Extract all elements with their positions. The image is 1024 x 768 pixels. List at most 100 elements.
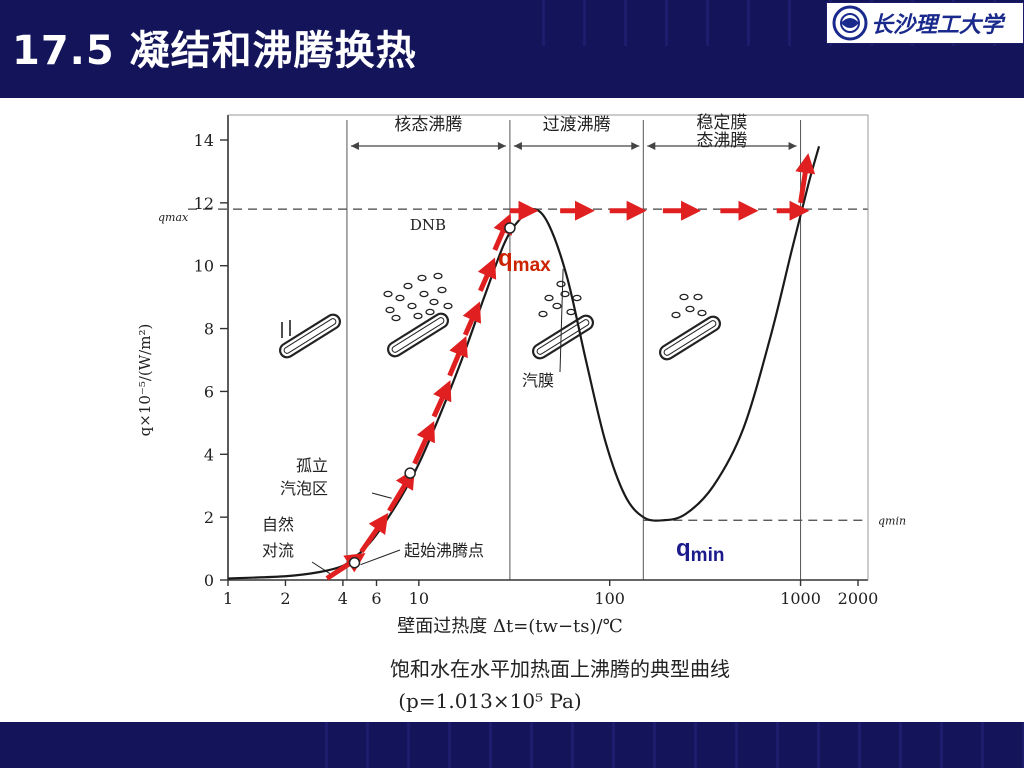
y-axis-label: q×10⁻⁵/(W/m²) <box>136 324 154 437</box>
axes-layer <box>227 114 869 581</box>
bubble <box>552 302 562 310</box>
bubble <box>544 294 554 302</box>
bottom-bar-solid <box>0 722 300 768</box>
red-arrow-segment <box>795 153 816 204</box>
x-tick-label: 1000 <box>780 589 821 608</box>
chart-caption: 饱和水在水平加热面上沸腾的典型曲线 <box>390 657 730 681</box>
natural-convection-label-2: 对流 <box>262 541 294 560</box>
bubble <box>572 294 582 302</box>
bubble <box>437 286 447 294</box>
vapor-film-label: 汽膜 <box>522 371 554 390</box>
x-tick-label: 4 <box>338 589 348 608</box>
red-arrow-segment <box>431 380 452 418</box>
y-tick-label: 0 <box>204 571 214 590</box>
red-arrow-path <box>325 153 816 581</box>
bubble <box>403 282 413 290</box>
y-tick-label: 4 <box>204 445 214 464</box>
y-tick-label: 8 <box>204 320 214 339</box>
q-max-axis-label: qmax <box>158 211 189 224</box>
bubble <box>395 294 405 302</box>
x-tick-label: 2000 <box>838 589 879 608</box>
red-arrow-segment <box>477 257 497 292</box>
y-tick-label: 12 <box>194 194 214 213</box>
x-tick-label: 2 <box>280 589 290 608</box>
red-qmax-label: qmax <box>498 245 551 276</box>
bottom-bar <box>0 722 1024 768</box>
y-tick-label: 10 <box>194 257 214 276</box>
y-tick-label: 6 <box>204 382 214 401</box>
bubble <box>560 290 570 298</box>
region-label-film-line1: 稳定膜 <box>696 113 747 133</box>
vapor-film-pointer <box>559 268 564 373</box>
y-tick-label: 14 <box>194 131 214 150</box>
red-arrow-segment <box>447 335 468 377</box>
bubble <box>385 306 395 314</box>
logo-text: 长沙理工大学 <box>871 12 1004 38</box>
isolated-bubbles-label-1: 孤立 <box>296 456 328 475</box>
bubble <box>538 310 548 318</box>
bubble <box>407 302 417 310</box>
bubble <box>556 280 566 288</box>
heat-arrow-icon <box>281 320 291 338</box>
red-arrow-segment <box>387 468 415 513</box>
onset-boiling-label: 起始沸腾点 <box>404 541 484 560</box>
region-label-film-line2: 态沸腾 <box>696 131 747 151</box>
x-tick-label: 1 <box>223 589 233 608</box>
blue-qmin-label: qmin <box>676 535 724 566</box>
red-arrow-segment <box>462 301 482 336</box>
bubble <box>413 312 423 320</box>
boiling-curve-line <box>227 145 821 580</box>
bubble <box>566 308 576 316</box>
region-arrowhead-right <box>497 142 506 150</box>
region-arrowhead-left <box>647 142 656 150</box>
bubble <box>693 293 703 301</box>
tube-transition <box>532 314 594 360</box>
region-label-nucleate: 核态沸腾 <box>394 115 462 135</box>
tube-film <box>659 315 721 361</box>
bubble-illustrations <box>279 268 721 575</box>
isolated-bubbles-label-2: 汽泡区 <box>280 479 328 498</box>
bubble <box>685 305 695 313</box>
curve-markers <box>348 222 516 569</box>
university-emblem-icon <box>832 5 868 41</box>
title-bar: 17.5 凝结和沸腾换热 长沙理工大学 <box>0 0 1024 98</box>
x-tick-label: 6 <box>371 589 381 608</box>
curve-point-marker <box>404 467 416 479</box>
dnb-label: DNB <box>410 216 446 234</box>
bubble <box>679 293 689 301</box>
region-label-transition: 过渡沸腾 <box>543 115 611 135</box>
bubble <box>391 314 401 322</box>
x-tick-label: 100 <box>594 589 625 608</box>
region-arrowhead-right <box>788 142 797 150</box>
bubble <box>433 272 443 280</box>
q-min-axis-label: qmin <box>878 514 906 527</box>
region-arrowhead-right <box>631 142 640 150</box>
bubble <box>671 311 681 319</box>
x-tick-label: 10 <box>409 589 429 608</box>
annotation-layer: q×10⁻⁵/(W/m²) 壁面过热度 Δt=(tw−ts)/℃ 饱和水在水平加… <box>136 113 906 713</box>
red-arrow-segment <box>359 512 389 554</box>
isolated-bubbles-pointer <box>371 492 392 499</box>
region-arrowhead-left <box>350 142 359 150</box>
natural-convection-pointer <box>311 561 331 575</box>
curve-point-marker <box>348 556 361 569</box>
onset-pointer <box>360 549 401 566</box>
red-arrow-segment <box>412 420 435 465</box>
tube-nucleate <box>387 312 449 358</box>
chart-caption-pressure: (p=1.013×10⁵ Pa) <box>398 689 582 713</box>
tube-natural-convection <box>279 313 341 359</box>
bubble <box>417 274 427 282</box>
grid-layer <box>188 120 868 580</box>
bubble <box>383 290 393 298</box>
bubble <box>425 308 435 316</box>
region-arrowhead-left <box>513 142 522 150</box>
bubble <box>443 302 453 310</box>
bubble <box>697 309 707 317</box>
y-tick-label: 2 <box>204 508 214 527</box>
bubble <box>429 298 439 306</box>
natural-convection-label-1: 自然 <box>262 515 294 534</box>
x-axis-label: 壁面过热度 Δt=(tw−ts)/℃ <box>397 616 622 637</box>
slide-title: 17.5 凝结和沸腾换热 <box>12 28 417 74</box>
